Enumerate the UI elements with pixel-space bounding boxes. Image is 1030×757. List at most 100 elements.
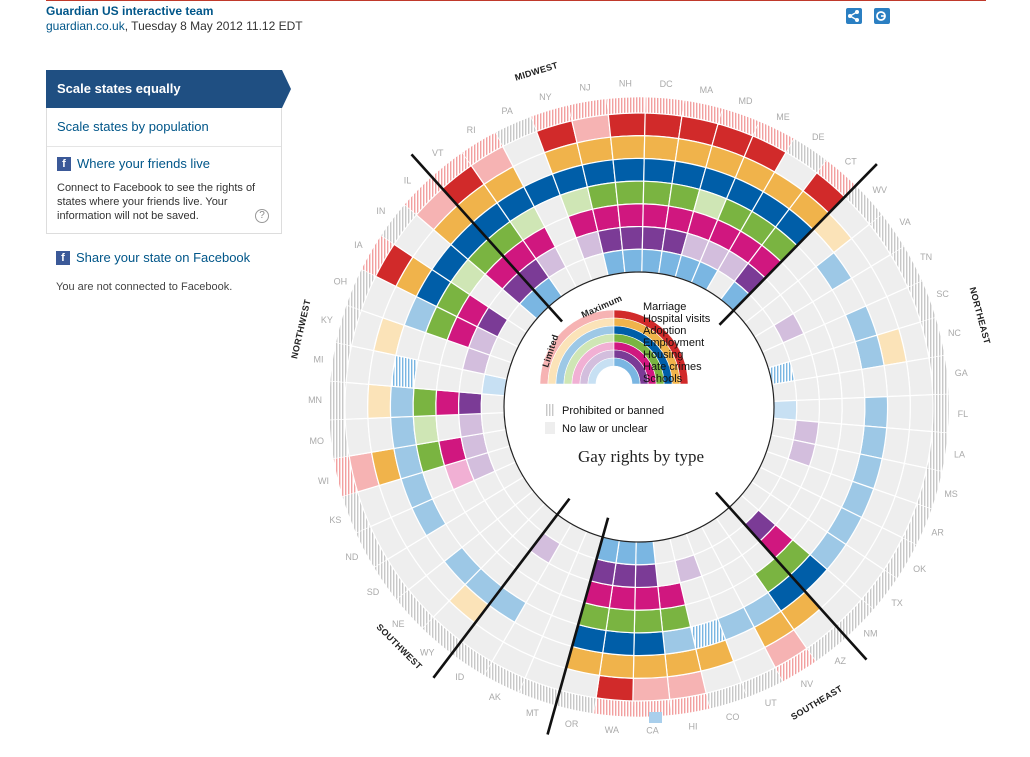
cell-wa-1 [598,652,635,679]
state-label: IN [376,206,385,216]
cell-mn-6 [480,393,506,415]
state-label: OK [913,564,926,574]
facebook-status: You are not connected to Facebook. [56,281,233,293]
state-label: KY [321,315,333,325]
state-label: CA [646,726,659,736]
state-label: VA [899,217,910,227]
cell-mo-1 [367,416,395,453]
cell-ga-6 [771,380,798,402]
legend-ring-label: Marriage [643,301,686,313]
state-label: NC [948,328,961,338]
legend-ring-label: Hospital visits [643,313,711,325]
cell-fl-4 [818,397,843,425]
cell-mn-2 [389,385,415,419]
cell-mo-2 [390,415,417,450]
cell-mo-5 [458,412,485,438]
byline-date: , Tuesday 8 May 2012 11.12 EDT [124,19,303,33]
state-label: HI [689,721,698,731]
share-state-link[interactable]: f Share your state on Facebook [56,250,250,265]
state-label: NM [863,629,877,639]
menu-box: Scale states by population f Where your … [46,108,282,234]
cell-ca-6 [635,540,657,566]
cell-nj-5 [597,226,624,255]
byline-meta: guardian.co.uk, Tuesday 8 May 2012 11.12… [46,19,303,33]
state-tick-band [606,96,646,115]
region-divider [432,497,571,679]
state-label: OH [334,276,348,286]
state-label: NV [801,679,814,689]
state-label: NY [539,92,552,102]
cell-ga-3 [838,368,866,400]
state-label: AK [489,692,501,702]
cell-fl-0 [908,394,934,433]
cell-wa-5 [611,562,637,589]
cell-ga-2 [861,364,888,399]
region-label: NORTHEAST [968,286,993,345]
region-label: NORTHWEST [289,298,312,360]
state-label: TX [891,598,903,608]
state-label: IL [404,175,412,185]
cell-dc-3 [642,180,673,207]
state-label: MT [526,708,539,718]
state-label: OR [565,719,579,729]
state-label: DC [660,79,673,89]
state-label: UT [765,698,777,708]
friends-title: Where your friends live [77,156,210,171]
cell-fl-1 [886,395,911,431]
cell-nj-4 [591,204,621,233]
legend-prohibited-swatch [545,404,555,416]
cell-ca-2 [633,630,666,657]
state-label: LA [954,449,965,459]
state-label: WI [318,476,329,486]
state-label: MI [313,355,323,365]
friends-link[interactable]: f Where your friends live [57,156,271,171]
friends-block: f Where your friends live Connect to Fac… [47,147,281,233]
share-icons [846,8,890,24]
cell-nh-6 [621,248,643,274]
cell-ga-0 [905,357,934,397]
legend-ring-label: Housing [643,349,683,361]
region-divider [714,491,868,661]
state-label: IA [354,240,363,250]
cell-mo-6 [480,412,507,434]
byline-team: Guardian US interactive team [46,4,214,18]
cell-nh-4 [617,203,644,229]
state-label: VT [432,148,444,158]
google-plus-icon[interactable] [874,8,890,24]
cell-mn-0 [344,381,370,420]
state-label: MN [308,395,322,405]
state-label: WV [873,185,888,195]
cell-wa-4 [608,584,636,611]
state-tick-band [931,393,950,434]
cell-mo-0 [344,417,373,457]
share-state-label: Share your state on Facebook [76,250,251,265]
state-label: FL [958,409,969,419]
state-label: ME [776,112,790,122]
help-icon[interactable]: ? [255,209,269,223]
state-label: CT [845,157,857,167]
cell-fl-5 [795,398,821,423]
state-label: NE [392,619,405,629]
state-label: GA [955,368,968,378]
cell-mn-5 [457,391,483,416]
share-icon[interactable] [846,8,862,24]
state-label: WY [420,647,435,657]
site-link[interactable]: guardian.co.uk [46,19,125,33]
legend-prohibited: Prohibited or banned [562,405,664,417]
legend-no-law: No law or unclear [562,423,648,435]
selected-state-marker [649,712,662,723]
cell-dc-5 [641,225,667,252]
scale-population-button[interactable]: Scale states by population [47,108,281,147]
friends-description: Connect to Facebook to see the rights of… [57,182,256,222]
legend-nolaw-swatch [545,422,555,434]
cell-hi-4 [657,581,687,610]
state-label: MO [310,436,325,446]
state-label: ID [455,672,465,682]
legend-ring-label: Employment [643,337,704,349]
state-label: DE [812,132,825,142]
region-label: SOUTHWEST [374,622,424,672]
cell-ga-4 [816,372,843,401]
cell-ga-1 [883,361,911,398]
byline: Guardian US interactive team guardian.co… [46,4,303,33]
scale-equally-button[interactable]: Scale states equally [46,70,291,108]
